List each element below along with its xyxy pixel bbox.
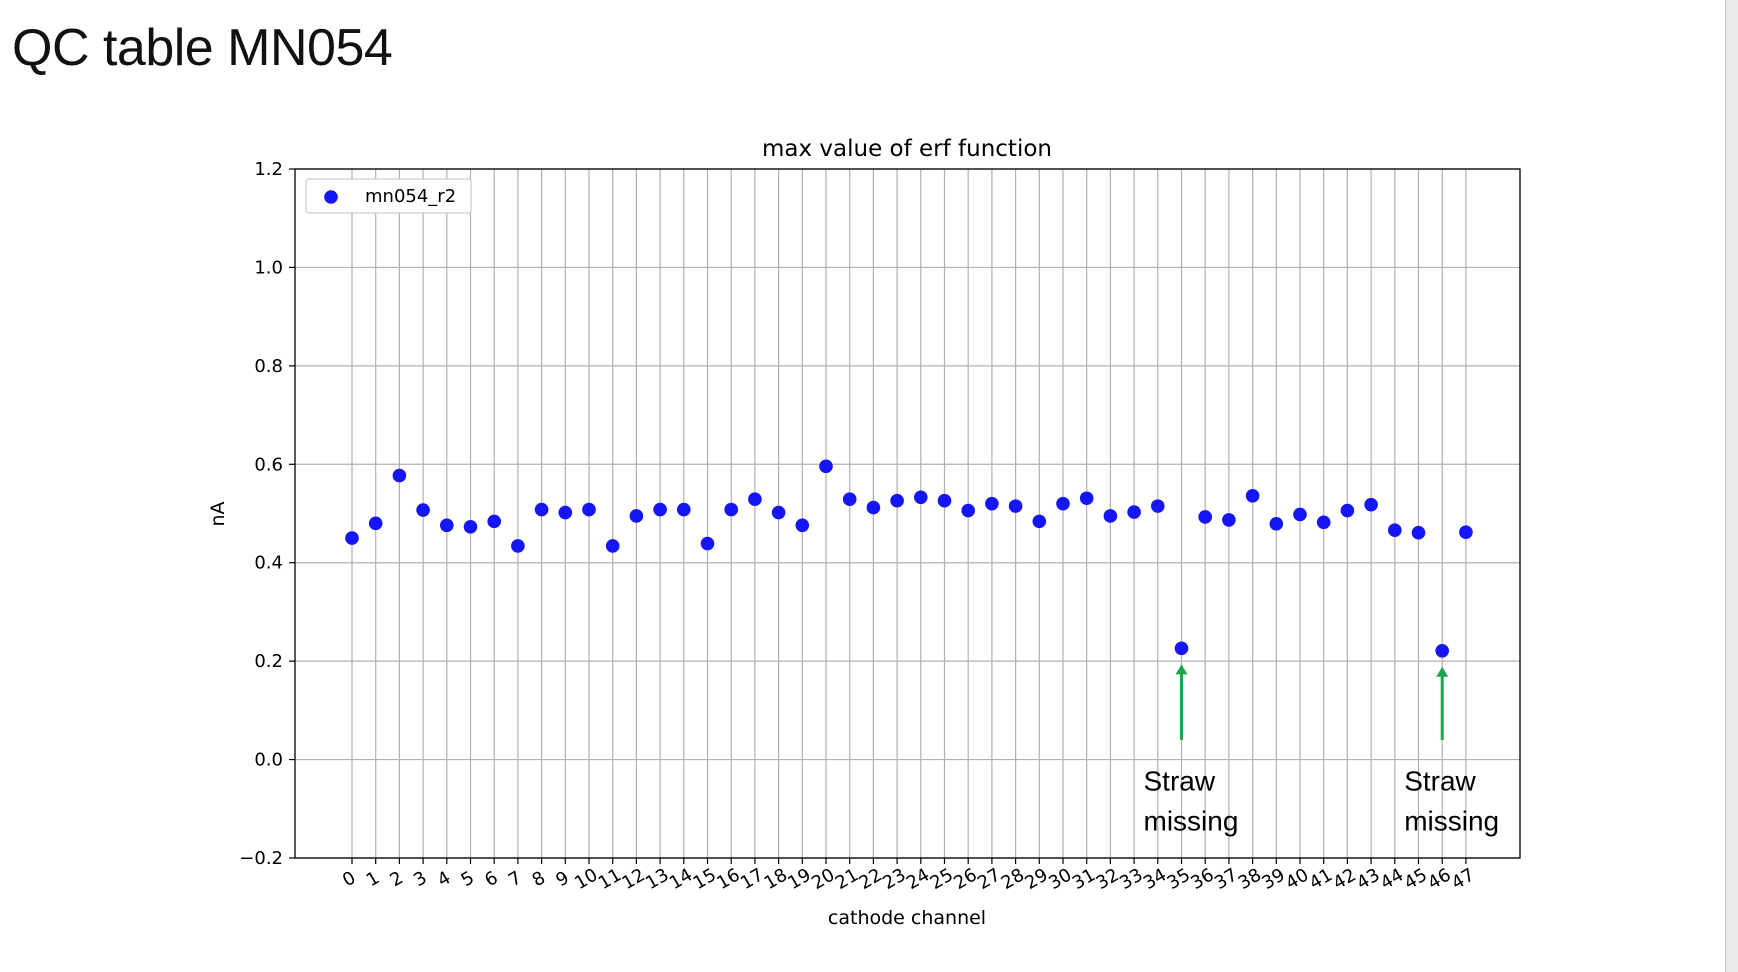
slide-title: QC table MN054: [12, 19, 393, 77]
data-point: [1316, 515, 1331, 530]
x-tick-label: 1: [363, 867, 383, 891]
data-point: [416, 503, 430, 517]
y-tick-label: 0.0: [254, 750, 283, 771]
y-tick-label: 0.4: [254, 553, 283, 574]
annotation-label-line1: Straw: [1404, 766, 1476, 797]
annotation-arrowhead: [1175, 664, 1188, 675]
annotation-arrowhead: [1436, 666, 1449, 677]
data-point: [487, 514, 502, 529]
plot-frame: [294, 168, 1521, 859]
data-point: [795, 518, 810, 533]
x-tick-label: 47: [1448, 864, 1478, 894]
data-point: [1174, 641, 1189, 656]
data-point: [582, 502, 596, 517]
data-point: [890, 493, 904, 508]
legend: mn054_r2: [305, 178, 472, 214]
x-tick-label: 2: [386, 867, 406, 891]
data-point: [534, 502, 549, 517]
x-axis-label: cathode channel: [828, 907, 986, 929]
data-point: [1388, 523, 1402, 538]
data-point: [677, 502, 691, 517]
data-point: [914, 490, 928, 505]
data-point: [724, 502, 738, 517]
data-point: [1127, 505, 1141, 519]
data-point: [961, 503, 975, 518]
data-point: [368, 516, 383, 531]
slide-edge: [1725, 0, 1738, 972]
x-axis: 0 1 2 3 4 5 6 7 8 9101112131415161718192021222324…: [339, 858, 1478, 894]
annotations: Straw missing Straw missing: [1144, 664, 1499, 837]
data-point: [1079, 491, 1094, 506]
y-axis-label: nA: [207, 501, 229, 526]
data-point: [1245, 488, 1260, 503]
data-point: [1008, 499, 1023, 513]
legend-marker: [324, 190, 338, 204]
plot-area: [295, 169, 1520, 858]
y-tick-label: 0.8: [254, 356, 283, 377]
x-tick-label: 5: [458, 867, 478, 891]
legend-label: mn054_r2: [365, 186, 456, 207]
y-tick-label: 0.6: [254, 454, 283, 475]
data-point: [653, 502, 667, 517]
data-point: [1056, 496, 1070, 511]
data-point: [700, 536, 715, 551]
x-tick-label: 0: [339, 867, 359, 891]
data-point: [558, 505, 573, 520]
data-point: [1293, 507, 1307, 522]
data-point: [1222, 513, 1236, 527]
x-tick-label: 9: [552, 867, 572, 891]
y-tick-label: 1.2: [254, 159, 283, 180]
y-tick-label: 1.0: [254, 257, 283, 278]
data-point: [440, 518, 454, 533]
data-point: [511, 539, 525, 553]
data-point: [392, 468, 407, 483]
x-tick-label: 6: [481, 867, 501, 891]
data-point: [605, 539, 620, 553]
data-point: [866, 500, 881, 515]
data-point: [842, 492, 857, 507]
data-point: [937, 493, 952, 508]
y-axis: 1.2 1.0 0.8 0.6 0.4 0.2 0.0 −0.2: [239, 159, 295, 869]
series-points: [345, 459, 1473, 658]
data-point: [1103, 509, 1118, 523]
data-point: [748, 492, 762, 507]
data-point: [345, 531, 359, 545]
annotation-label-line2: missing: [1404, 806, 1499, 837]
x-tick-label: 3: [410, 867, 430, 891]
data-point: [985, 496, 999, 511]
data-point: [1459, 525, 1473, 540]
data-point: [1364, 497, 1378, 512]
data-point: [1340, 503, 1355, 518]
x-tick-label: 7: [505, 867, 525, 891]
data-point: [819, 459, 833, 474]
legend-box: [305, 178, 472, 214]
data-point: [1198, 510, 1212, 524]
data-point: [629, 509, 644, 523]
chart-title: max value of erf function: [762, 136, 1052, 162]
y-tick-label: −0.2: [239, 848, 283, 869]
data-point: [771, 505, 786, 520]
data-point: [1032, 514, 1047, 529]
data-point: [1151, 499, 1165, 513]
x-tick-label: 4: [434, 867, 454, 891]
data-point: [1269, 517, 1284, 531]
data-point: [1435, 644, 1449, 658]
annotation-label-line1: Straw: [1144, 766, 1216, 797]
y-tick-label: 0.2: [254, 651, 283, 672]
annotation-label-line2: missing: [1144, 806, 1239, 837]
x-tick-label: 8: [529, 867, 549, 891]
data-point: [1411, 525, 1426, 540]
data-point: [463, 519, 478, 534]
